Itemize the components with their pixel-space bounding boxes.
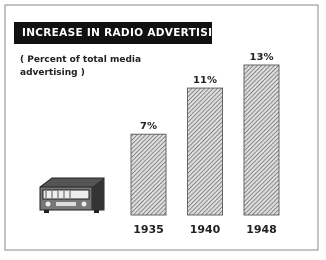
bar [131,134,166,215]
chart-subtitle: ( Percent of total media advertising ) [20,54,170,80]
x-tick-label: 1940 [190,223,221,236]
chart-title: INCREASE IN RADIO ADVERTISING [22,27,230,39]
value-label: 11% [193,75,217,86]
x-tick-label: 1948 [246,223,277,236]
page: INCREASE IN RADIO ADVERTISING 7% 1935 11% 1… [0,0,326,260]
bar [188,88,223,215]
value-label: 13% [250,52,274,63]
bar [244,65,279,215]
radio-icon [40,178,104,213]
chart: INCREASE IN RADIO ADVERTISING 7% 1935 11% 1… [0,0,326,260]
x-tick-label: 1935 [133,223,164,236]
value-label: 7% [140,121,157,132]
